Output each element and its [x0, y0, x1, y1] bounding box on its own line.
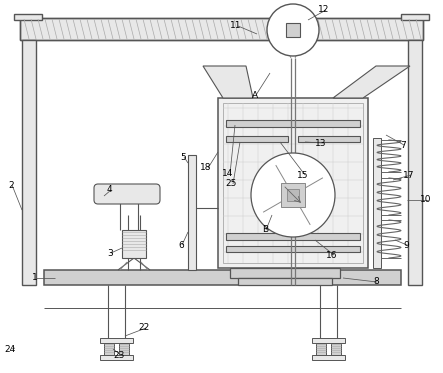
Bar [312, 355, 345, 360]
Bar [188, 155, 196, 270]
Text: 17: 17 [403, 170, 415, 179]
Bar [286, 23, 300, 37]
Bar [122, 230, 146, 258]
Bar [226, 120, 360, 127]
Text: 3: 3 [107, 248, 113, 257]
Bar [373, 138, 381, 268]
Text: 5: 5 [180, 153, 186, 162]
Bar [100, 355, 133, 360]
Bar [20, 18, 423, 40]
FancyBboxPatch shape [94, 184, 160, 204]
Text: 24: 24 [4, 345, 15, 354]
Polygon shape [333, 66, 410, 98]
Bar [312, 338, 345, 343]
Bar [226, 136, 288, 142]
Bar [281, 183, 305, 207]
Bar [331, 343, 341, 355]
Bar [119, 343, 129, 355]
Text: B: B [262, 226, 268, 235]
Bar [287, 189, 299, 201]
Text: 18: 18 [200, 163, 211, 172]
Bar [104, 343, 114, 355]
Text: A: A [252, 91, 258, 100]
Polygon shape [203, 66, 253, 98]
Bar [44, 270, 401, 285]
Text: 14: 14 [222, 169, 233, 179]
Text: 2: 2 [8, 181, 14, 189]
Bar [230, 268, 340, 278]
Bar [226, 246, 360, 252]
Text: 8: 8 [373, 278, 379, 286]
Text: 1: 1 [32, 273, 38, 282]
Text: 11: 11 [230, 22, 241, 31]
Bar [316, 343, 326, 355]
Bar [408, 40, 422, 285]
Text: 9: 9 [403, 241, 409, 250]
Text: 23: 23 [113, 351, 124, 360]
Text: 13: 13 [315, 138, 326, 147]
Bar [238, 278, 332, 285]
Circle shape [251, 153, 335, 237]
Bar [226, 233, 360, 240]
Text: 7: 7 [400, 141, 406, 150]
Text: 12: 12 [318, 6, 330, 15]
Bar [218, 98, 368, 268]
Text: 15: 15 [297, 170, 308, 179]
Bar [14, 14, 42, 20]
Bar [298, 136, 360, 142]
Circle shape [267, 4, 319, 56]
Text: 16: 16 [326, 251, 338, 260]
Bar [22, 40, 36, 285]
Bar [100, 338, 133, 343]
Bar [223, 103, 363, 263]
Text: 10: 10 [420, 195, 431, 204]
Text: 22: 22 [138, 323, 149, 332]
Text: 4: 4 [107, 185, 113, 194]
Bar [401, 14, 429, 20]
Text: 25: 25 [225, 179, 237, 188]
Text: 6: 6 [178, 241, 184, 250]
